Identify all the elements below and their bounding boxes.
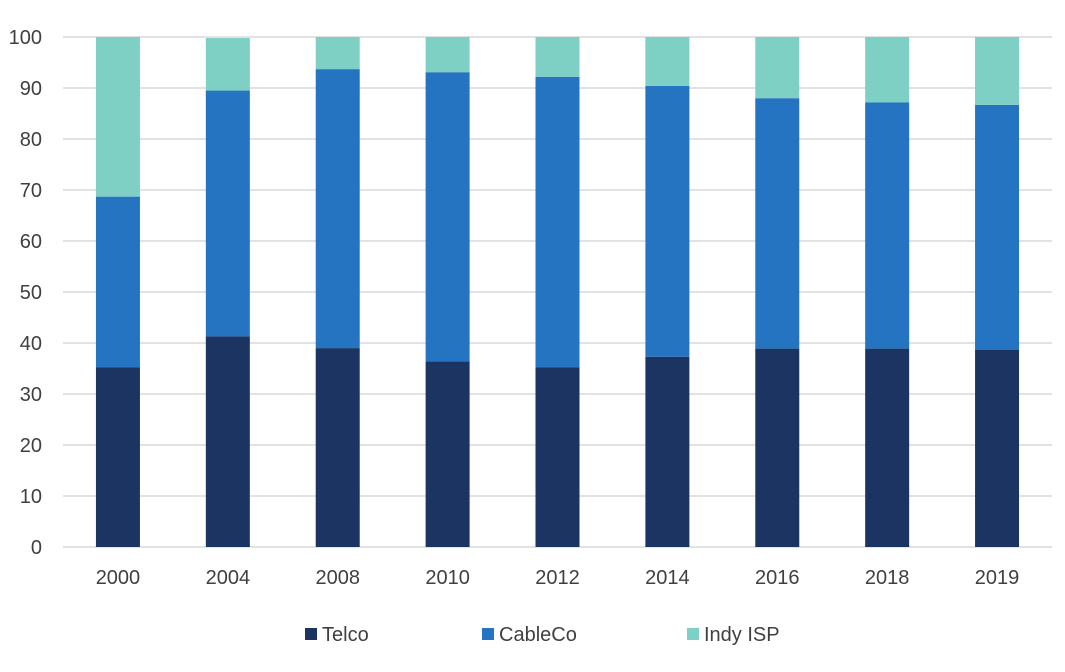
y-tick-label: 50 [20, 282, 42, 304]
bar-telco-2010 [425, 361, 470, 547]
legend-swatch-indy-isp [687, 628, 699, 640]
bar-telco-2019 [975, 349, 1020, 547]
y-tick-label: 10 [20, 486, 42, 508]
bar-cableco-2012 [535, 76, 580, 368]
legend-label: CableCo [499, 624, 577, 646]
y-axis-ticks: 0 10 20 30 40 50 60 70 80 90 100 [9, 27, 42, 559]
x-tick-label: 2008 [315, 567, 360, 589]
x-tick-label: 2018 [865, 567, 910, 589]
x-tick-label: 2016 [755, 567, 800, 589]
x-tick-label: 2012 [535, 567, 580, 589]
legend-swatch-telco [305, 628, 317, 640]
bar-indy-isp-2000 [95, 37, 140, 197]
bar-indy-isp-2014 [645, 37, 690, 86]
legend: Telco CableCo Indy ISP [305, 624, 780, 646]
bar-cableco-2000 [95, 196, 140, 368]
bar-cableco-2016 [755, 98, 800, 349]
bar-telco-2014 [645, 356, 690, 547]
bar-telco-2016 [755, 348, 800, 547]
legend-swatch-cableco [482, 628, 494, 640]
bar-indy-isp-2010 [425, 37, 470, 73]
legend-label: Indy ISP [704, 624, 780, 646]
bar-cableco-2010 [425, 72, 470, 362]
bar-indy-isp-2019 [975, 37, 1020, 105]
x-tick-label: 2004 [206, 567, 251, 589]
bar-cableco-2008 [315, 69, 360, 349]
bar-cableco-2019 [975, 104, 1020, 350]
y-tick-label: 80 [20, 129, 42, 151]
x-tick-label: 2014 [645, 567, 690, 589]
bar-telco-2004 [205, 336, 250, 547]
bar-indy-isp-2004 [205, 38, 250, 91]
bar-cableco-2018 [865, 102, 910, 349]
x-tick-label: 2000 [96, 567, 141, 589]
y-tick-label: 0 [31, 537, 42, 559]
bar-cableco-2014 [645, 85, 690, 357]
bar-indy-isp-2012 [535, 37, 580, 77]
y-tick-label: 30 [20, 384, 42, 406]
y-tick-label: 90 [20, 78, 42, 100]
bars [95, 37, 1020, 547]
bar-telco-2012 [535, 367, 580, 547]
bar-telco-2008 [315, 348, 360, 547]
bar-indy-isp-2008 [315, 37, 360, 70]
y-tick-label: 100 [9, 27, 42, 49]
y-tick-label: 70 [20, 180, 42, 202]
legend-label: Telco [322, 624, 369, 646]
bar-telco-2000 [95, 367, 140, 547]
x-tick-label: 2019 [975, 567, 1020, 589]
y-tick-label: 20 [20, 435, 42, 457]
x-axis-ticks: 2000 2004 2008 2010 2012 2014 2016 2018 2019 [96, 567, 1020, 589]
bar-cableco-2004 [205, 90, 250, 337]
bar-indy-isp-2018 [865, 37, 910, 103]
bar-indy-isp-2016 [755, 37, 800, 99]
y-tick-label: 40 [20, 333, 42, 355]
y-tick-label: 60 [20, 231, 42, 253]
x-tick-label: 2010 [425, 567, 470, 589]
bar-telco-2018 [865, 348, 910, 547]
